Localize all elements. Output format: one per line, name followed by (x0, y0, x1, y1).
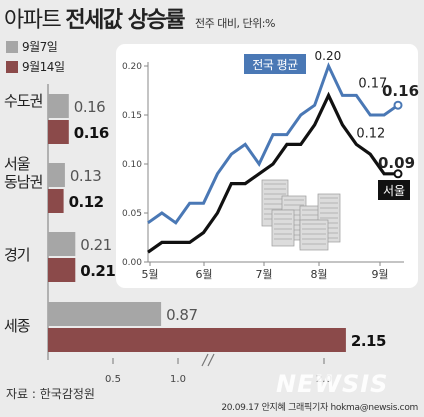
seoul-end-marker (393, 169, 403, 179)
bar-value-label: 0.12 (69, 193, 104, 211)
bar-value-label: 0.87 (166, 306, 197, 324)
bar-value-label: 0.16 (74, 98, 105, 116)
bar-curr (48, 120, 69, 144)
bar-category-label: 서울 동남권 (4, 155, 43, 191)
line-x-tick-label: 8월 (310, 268, 327, 281)
legend-curr-swatch (6, 61, 18, 73)
line-value-label: 0.16 (382, 82, 419, 100)
line-value-label: 0.20 (315, 49, 342, 63)
line-x-tick-label: 7월 (255, 268, 272, 281)
bar-category-label-line: 수도권 (4, 92, 43, 110)
line-y-tick-label: 0.05 (122, 209, 142, 219)
bar-category-label: 세종 (4, 317, 30, 335)
seoul-line (147, 91, 398, 254)
bar-value-label: 2.15 (351, 332, 386, 350)
bar-x-tick-label: 1.0 (170, 374, 186, 385)
national-average-line (147, 62, 399, 225)
national-end-marker (393, 100, 403, 110)
bar-value-label: 0.21 (80, 236, 111, 254)
bar-prev (48, 94, 69, 118)
apartment-block (271, 209, 295, 247)
bar-prev (48, 302, 162, 326)
bar-value-label: 0.21 (80, 262, 115, 280)
series-label-seoul: 서울 (378, 180, 410, 200)
series-label-text: 서울 (383, 184, 405, 198)
line-y-tick-label: 0.10 (122, 160, 142, 170)
line-y-tick-label: 0.20 (122, 62, 142, 72)
line-y-tick-label: 0.15 (122, 111, 142, 121)
newsis-watermark: NEWSIS (276, 370, 389, 398)
line-x-tick-label: 5월 (141, 268, 158, 281)
chart-subtitle: 전주 대비, 단위:% (195, 17, 275, 30)
legend-prev-label: 9월7일 (22, 40, 58, 54)
line-value-label: 0.12 (356, 126, 385, 141)
bar-value-label: 0.16 (74, 124, 109, 142)
chart-title-part2: 전세값 상승률 (65, 8, 185, 33)
legend-curr-label: 9월14일 (22, 60, 65, 74)
bar-x-tick-label: 0.5 (105, 374, 121, 385)
bar-curr (48, 258, 76, 282)
chart-header: 아파트 전세값 상승률 전주 대비, 단위:% (4, 2, 275, 34)
line-value-label: 0.09 (378, 154, 415, 172)
bar-chart: 수도권 0.16 0.16 서울 동남권 0.13 0.12 경기 0.21 0.21 세종 0.87… (4, 84, 386, 385)
series-label-bg (378, 180, 410, 200)
credit-note: 20.09.17 안지혜 그래픽기자 hokma@newsis.com (221, 403, 418, 413)
series-label-bg (244, 54, 306, 74)
legend-prev: 9월7일 (6, 38, 58, 55)
bar-value-label: 0.13 (70, 167, 101, 185)
chart-title-part1: 아파트 (4, 8, 62, 33)
apartment-block (299, 219, 329, 251)
apartment-illustration (261, 179, 341, 251)
bar-category-label-line: 동남권 (4, 173, 43, 191)
bar-curr (48, 189, 64, 213)
bar-category-label-line: 서울 (4, 155, 30, 173)
line-x-tick-label: 6월 (195, 268, 212, 281)
axis-break-mark (207, 353, 215, 367)
bar-prev (48, 163, 65, 187)
series-label-national: 전국 평균 (244, 54, 306, 74)
bar-prev (48, 232, 76, 256)
bar-category-label: 경기 (4, 246, 30, 264)
line-y-tick-label: 0.00 (122, 258, 142, 268)
series-label-text: 전국 평균 (252, 58, 298, 72)
bar-category-label: 수도권 (4, 92, 43, 110)
line-x-tick-label: 9월 (371, 268, 388, 281)
legend-prev-swatch (6, 41, 18, 53)
bar-category-label-line: 경기 (4, 246, 30, 264)
line-value-label: 0.17 (358, 76, 387, 91)
source-note: 자료 : 한국감정원 (6, 387, 95, 401)
inset-panel (116, 44, 418, 288)
bar-category-label-line: 세종 (4, 317, 30, 335)
legend-curr: 9월14일 (6, 58, 65, 75)
bar-x-tick-label: 2.0 (316, 374, 332, 385)
bar-curr (48, 328, 346, 352)
axis-break-mark (201, 353, 209, 367)
